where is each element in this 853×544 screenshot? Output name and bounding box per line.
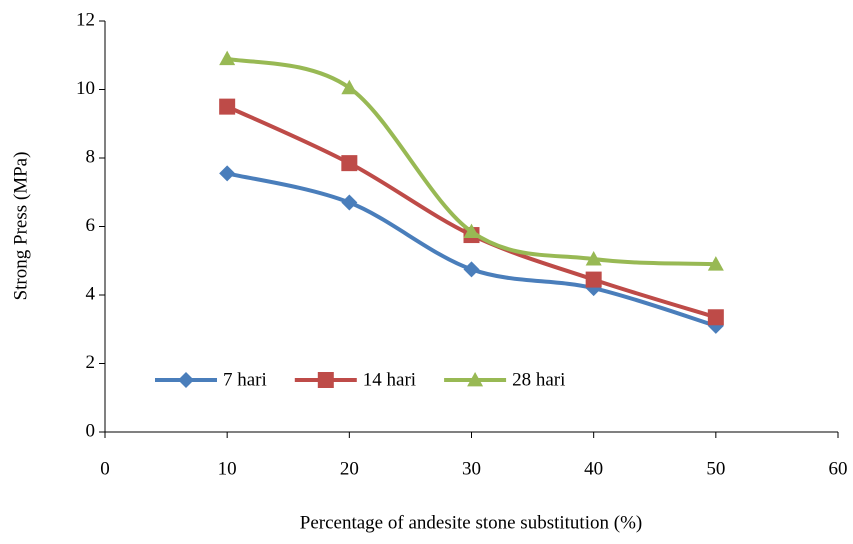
y-axis-label: Strong Press (MPa)	[10, 152, 31, 301]
marker	[463, 261, 480, 278]
marker	[219, 50, 236, 66]
y-tick-label: 6	[86, 215, 96, 236]
legend-label: 7 hari	[223, 369, 267, 390]
legend-marker	[178, 372, 194, 388]
x-tick-label: 0	[100, 458, 110, 479]
marker	[707, 309, 724, 326]
legend-label: 14 hari	[363, 369, 416, 390]
x-axis-label: Percentage of andesite stone substitutio…	[300, 512, 642, 533]
marker	[341, 194, 358, 211]
x-tick-label: 30	[462, 458, 481, 479]
marker	[219, 165, 236, 182]
marker	[585, 271, 602, 288]
marker	[707, 256, 724, 271]
x-tick-label: 60	[829, 458, 848, 479]
y-tick-label: 12	[76, 9, 95, 30]
series-line	[226, 104, 717, 320]
marker	[585, 251, 602, 266]
marker	[341, 79, 358, 95]
legend-marker	[317, 372, 334, 388]
series-line	[226, 171, 717, 328]
y-tick-label: 0	[86, 420, 96, 441]
x-tick-label: 50	[706, 458, 725, 479]
y-tick-label: 4	[86, 283, 96, 304]
y-tick-label: 2	[86, 352, 96, 373]
marker	[341, 155, 358, 172]
x-tick-label: 20	[340, 458, 359, 479]
legend-label: 28 hari	[512, 369, 565, 390]
x-tick-label: 10	[218, 458, 237, 479]
marker	[463, 223, 480, 239]
x-tick-label: 40	[584, 458, 603, 479]
y-tick-label: 8	[86, 146, 96, 167]
y-tick-label: 10	[76, 78, 95, 99]
legend-marker	[467, 372, 484, 387]
marker	[219, 98, 236, 115]
